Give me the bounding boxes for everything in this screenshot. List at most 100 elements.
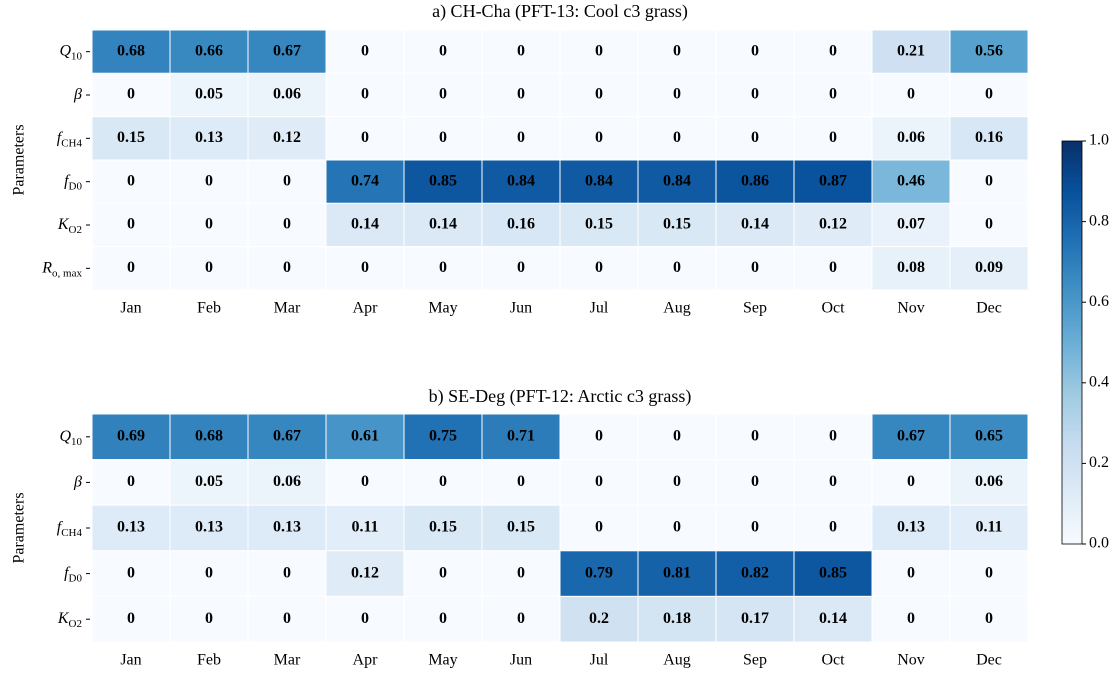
heatmap-cell: [481, 595, 561, 643]
cell-label: 0.06: [897, 129, 925, 146]
heatmap-cell: [637, 595, 717, 643]
y-tick-label: KO2: [57, 216, 82, 236]
cell-label: 0.07: [897, 216, 925, 233]
cell-label: 0: [283, 564, 291, 581]
heatmap-cell: [169, 413, 249, 461]
cell-label: 0: [127, 86, 135, 103]
row-label-sub: O2: [69, 618, 82, 630]
x-tick-label: Dec: [976, 652, 1002, 669]
cell-label: 0: [283, 172, 291, 189]
heatmap-cell: [325, 504, 405, 552]
cell-label: 0: [517, 129, 525, 146]
cell-label: 0: [439, 42, 447, 59]
heatmap-cell: [949, 595, 1029, 643]
y-tick-label: β: [73, 473, 82, 490]
row-label-base: K: [57, 610, 70, 627]
cell-label: 0: [829, 519, 837, 536]
cell-label: 0: [985, 86, 993, 103]
cell-label: 0.15: [507, 519, 535, 536]
cell-label: 0.06: [273, 473, 301, 490]
cell-label: 0.08: [897, 259, 925, 276]
cell-label: 0.79: [585, 564, 613, 581]
cell-label: 0: [205, 259, 213, 276]
cell-label: 0: [673, 42, 681, 59]
cell-label: 0: [595, 259, 603, 276]
y-tick-label: fCH4: [57, 519, 83, 539]
row-label-base: R: [41, 259, 52, 276]
x-tick-label: Apr: [353, 652, 379, 669]
cell-label: 0.67: [273, 427, 301, 444]
heatmap-cell: [247, 595, 327, 643]
heatmap-cell: [91, 504, 171, 552]
row-label-sub: 10: [71, 50, 83, 62]
heatmap-cell: [715, 550, 795, 597]
y-tick-label: Q10: [59, 42, 82, 62]
x-tick-label: May: [428, 300, 457, 317]
heatmap-cell: [559, 72, 639, 118]
cell-label: 0.85: [819, 564, 847, 581]
colorbar: [1061, 140, 1083, 545]
cell-label: 0.84: [585, 172, 613, 189]
cell-label: 0: [205, 610, 213, 627]
cell-label: 0.87: [819, 172, 847, 189]
heatmap-cell: [325, 459, 405, 506]
heatmap-cell: [403, 459, 483, 506]
cell-label: 0: [517, 86, 525, 103]
x-tick-label: May: [428, 652, 457, 669]
heatmap-cell: [91, 29, 171, 74]
row-label-base: Q: [59, 42, 71, 59]
cell-label: 0.15: [663, 216, 691, 233]
cell-label: 0.15: [585, 216, 613, 233]
cell-label: 0: [517, 610, 525, 627]
cell-label: 0: [907, 473, 915, 490]
heatmap-cell: [637, 29, 717, 74]
cell-label: 0: [907, 564, 915, 581]
cell-label: 0.21: [897, 42, 925, 59]
heatmap-cell: [481, 202, 561, 248]
row-label-base: f: [57, 129, 64, 146]
heatmap-cell: [949, 159, 1029, 204]
x-tick-label: Mar: [274, 652, 301, 669]
cell-label: 0.14: [351, 216, 379, 233]
cell-label: 0: [595, 473, 603, 490]
cell-label: 0: [595, 42, 603, 59]
heatmap-cell: [247, 116, 327, 161]
heatmap-cell: [481, 159, 561, 204]
x-tick-label: Sep: [743, 300, 767, 317]
cell-label: 0.69: [117, 427, 145, 444]
heatmap-cell: [559, 116, 639, 161]
row-label-sub: D0: [69, 180, 83, 192]
row-label-base: Q: [59, 427, 71, 444]
cell-label: 0: [517, 259, 525, 276]
heatmap-cell: [91, 550, 171, 597]
row-label-base: β: [73, 86, 82, 103]
heatmap-cell: [949, 116, 1029, 161]
heatmap-cell: [169, 72, 249, 118]
cell-label: 0: [595, 519, 603, 536]
x-tick-label: Jan: [120, 652, 141, 669]
colorbar-tick-label: 0.2: [1089, 454, 1109, 471]
cell-label: 0.14: [741, 216, 769, 233]
heatmap-cell: [559, 550, 639, 597]
x-tick-label: Jan: [120, 300, 141, 317]
heatmap-cell: [793, 413, 873, 461]
cell-label: 0: [751, 129, 759, 146]
cell-label: 0.13: [117, 519, 145, 536]
heatmap-cell: [871, 72, 951, 118]
heatmap-cell: [793, 595, 873, 643]
cell-label: 0.81: [663, 564, 691, 581]
x-tick-label: Jun: [510, 300, 532, 317]
heatmap-cell: [91, 159, 171, 204]
cell-label: 0: [283, 259, 291, 276]
heatmap-cell: [481, 246, 561, 291]
colorbar-tick-label: 0.4: [1089, 373, 1109, 390]
cell-label: 0: [361, 86, 369, 103]
x-tick-label: Aug: [663, 652, 691, 669]
heatmap-cell: [715, 595, 795, 643]
row-label-sub: 10: [71, 435, 83, 447]
heatmap-cell: [559, 595, 639, 643]
cell-label: 0: [439, 129, 447, 146]
y-tick-label: fCH4: [57, 129, 83, 149]
heatmap-cell: [871, 202, 951, 248]
